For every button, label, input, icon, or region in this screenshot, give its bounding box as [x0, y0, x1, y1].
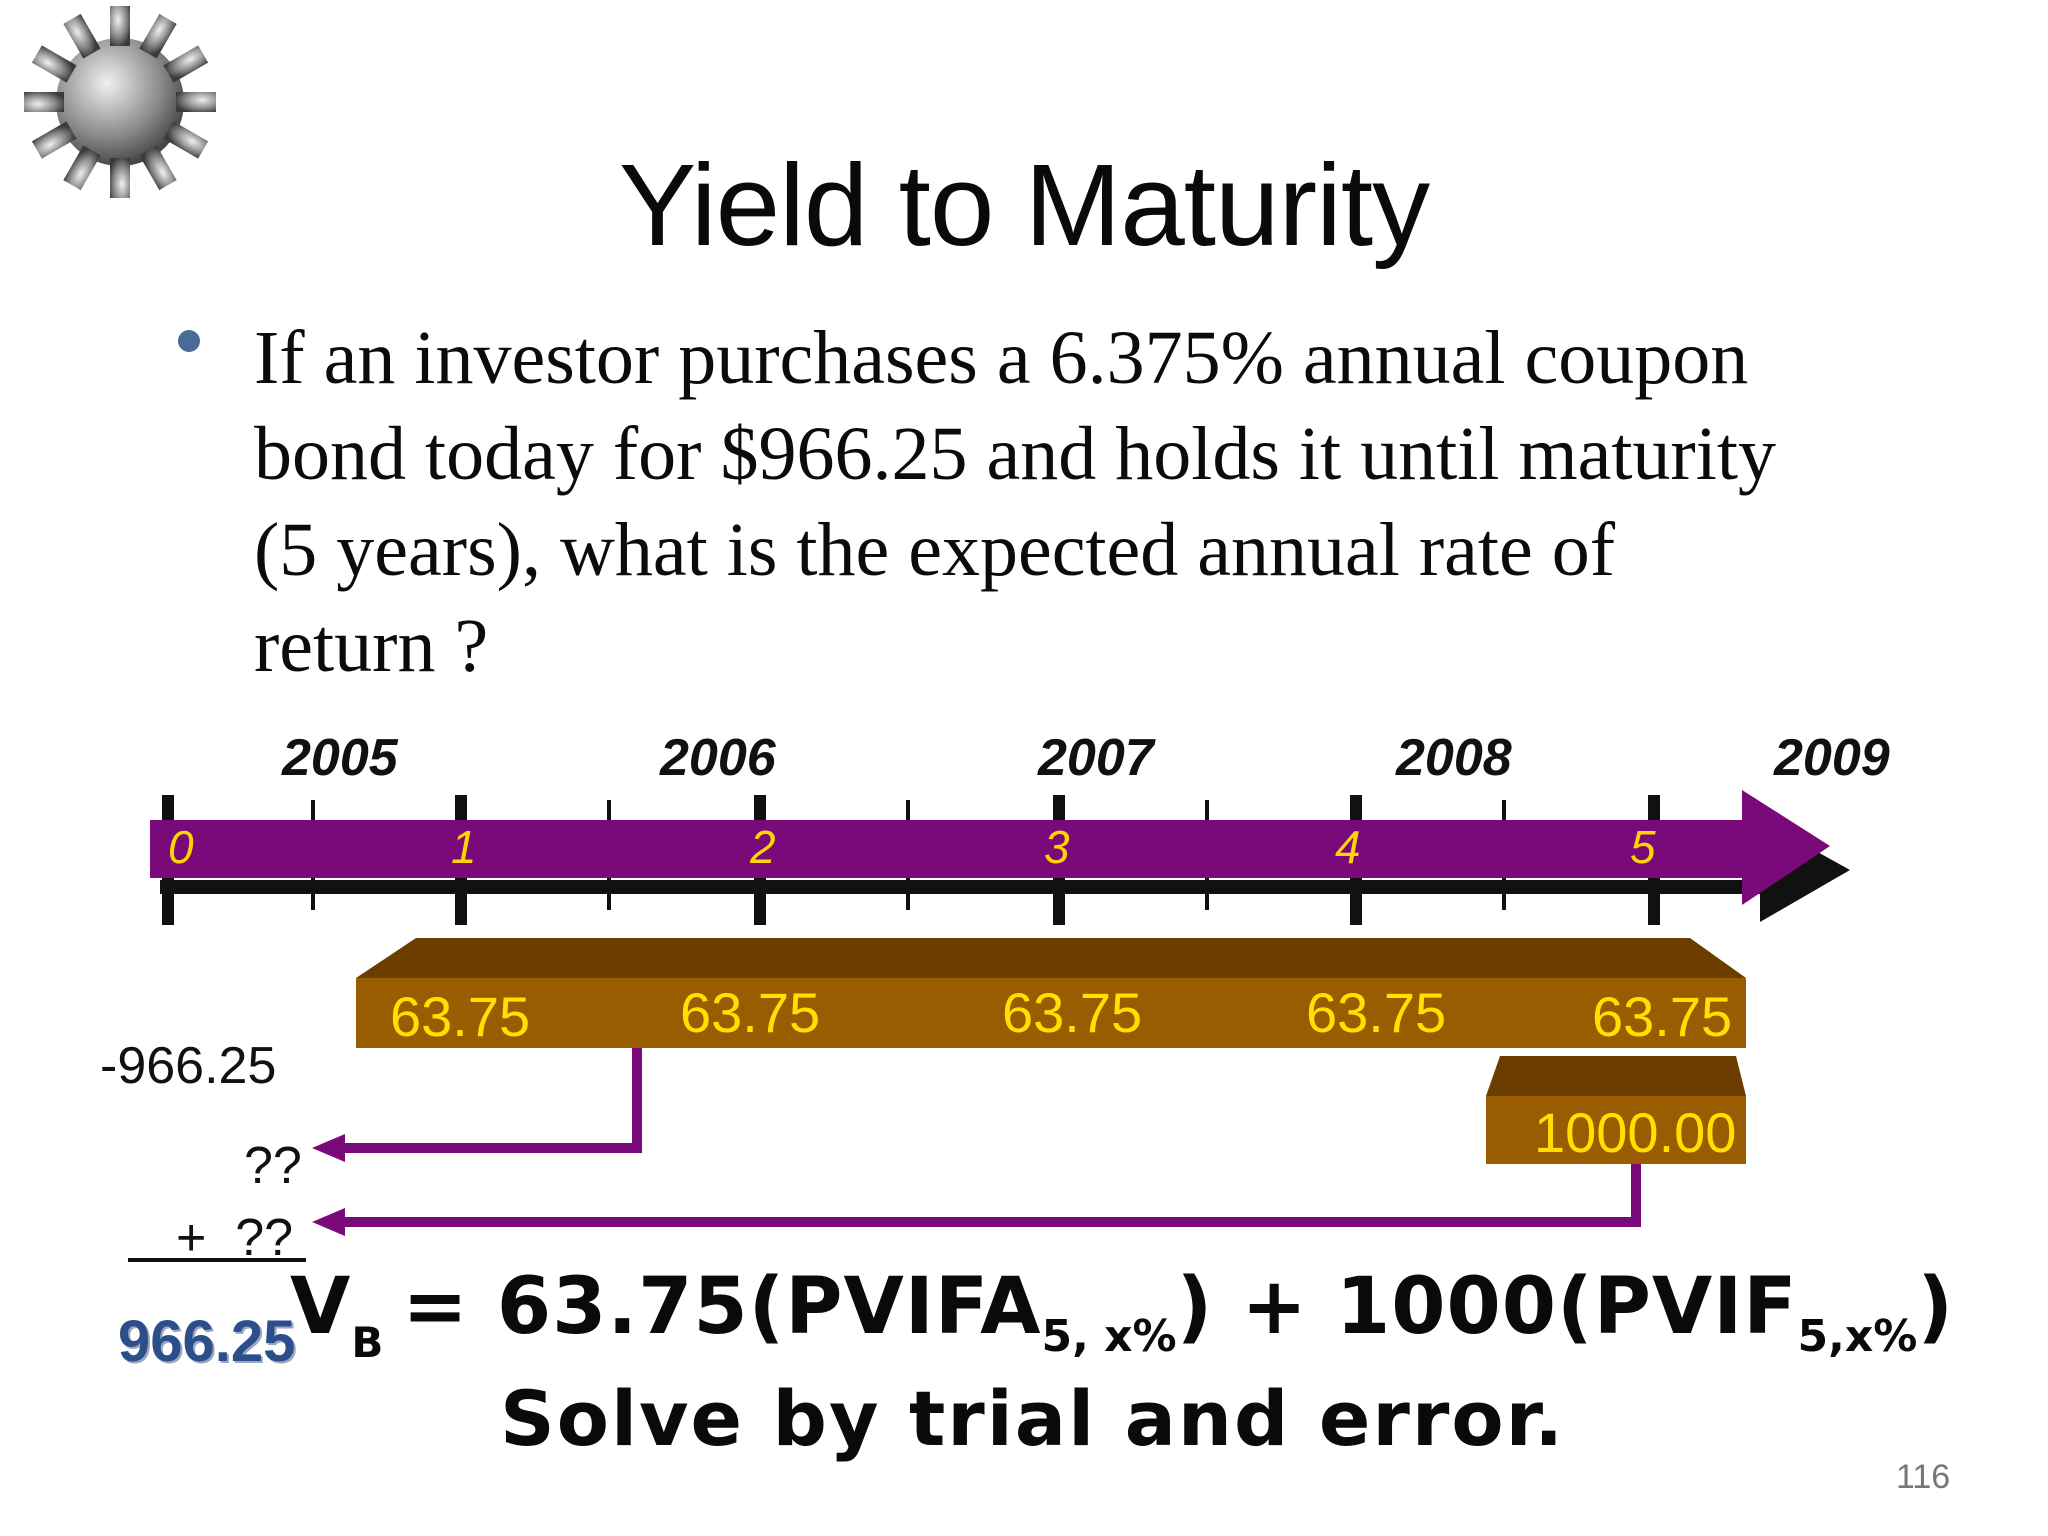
unknown-value: + ??: [176, 1209, 294, 1267]
gear-icon: [24, 6, 216, 198]
discount-arrows: [338, 1048, 1641, 1227]
period-label: 1: [451, 821, 477, 873]
period-label: 3: [1044, 821, 1070, 873]
formula-sub: 5,x%: [1797, 1311, 1918, 1362]
bullet-line: (5 years), what is the expected annual r…: [254, 508, 1616, 592]
year-label: 2005: [282, 729, 398, 787]
coupon-box: [356, 938, 1746, 1048]
formula-part: ) + 1000(PVIF: [1176, 1262, 1798, 1352]
formula-v-sub: B: [351, 1318, 385, 1367]
year-label: 2007: [1038, 729, 1154, 787]
bullet-line: bond today for $966.25 and holds it unti…: [254, 412, 1776, 496]
period-label: 2: [750, 821, 776, 873]
timeline-base-line: [160, 880, 1780, 894]
timeline-arrow: [150, 790, 1830, 905]
coupon-value: 63.75: [1306, 981, 1447, 1044]
coupon-value: 63.75: [1592, 985, 1733, 1048]
sum-underline: [128, 1258, 306, 1262]
year-label: 2006: [660, 729, 776, 787]
price-sum: 966.25: [118, 1309, 296, 1374]
page-number: 116: [1896, 1458, 1951, 1496]
principal-value: 1000.00: [1534, 1101, 1737, 1164]
period-label: 0: [168, 821, 194, 873]
formula-part: ): [1917, 1262, 1954, 1352]
period-label: 5: [1630, 821, 1656, 873]
bullet-icon: [178, 330, 200, 352]
valuation-formula: VB = 63.75(PVIFA5, x%) + 1000(PVIF5,x%): [290, 1262, 1954, 1367]
year-label: 2009: [1774, 729, 1890, 787]
formula-part: = 63.75(PVIFA: [402, 1262, 1042, 1352]
period-label: 4: [1335, 821, 1361, 873]
arrow-head: [312, 1134, 345, 1162]
formula-v: V: [290, 1262, 352, 1352]
bullet-line: return ?: [254, 604, 489, 688]
coupon-value: 63.75: [390, 985, 531, 1048]
price-value: -966.25: [100, 1037, 277, 1095]
bullet-line: If an investor purchases a 6.375% annual…: [254, 316, 1749, 400]
unknown-value: ??: [244, 1137, 302, 1195]
year-label: 2008: [1396, 729, 1512, 787]
solve-note: Solve by trial and error.: [500, 1374, 1566, 1463]
principal-box: [1486, 1056, 1746, 1164]
coupon-value: 63.75: [680, 981, 821, 1044]
arrow-head: [312, 1208, 345, 1236]
coupon-value: 63.75: [1002, 981, 1143, 1044]
formula-sub: 5, x%: [1041, 1311, 1177, 1362]
slide-title: Yield to Maturity: [618, 140, 1430, 270]
